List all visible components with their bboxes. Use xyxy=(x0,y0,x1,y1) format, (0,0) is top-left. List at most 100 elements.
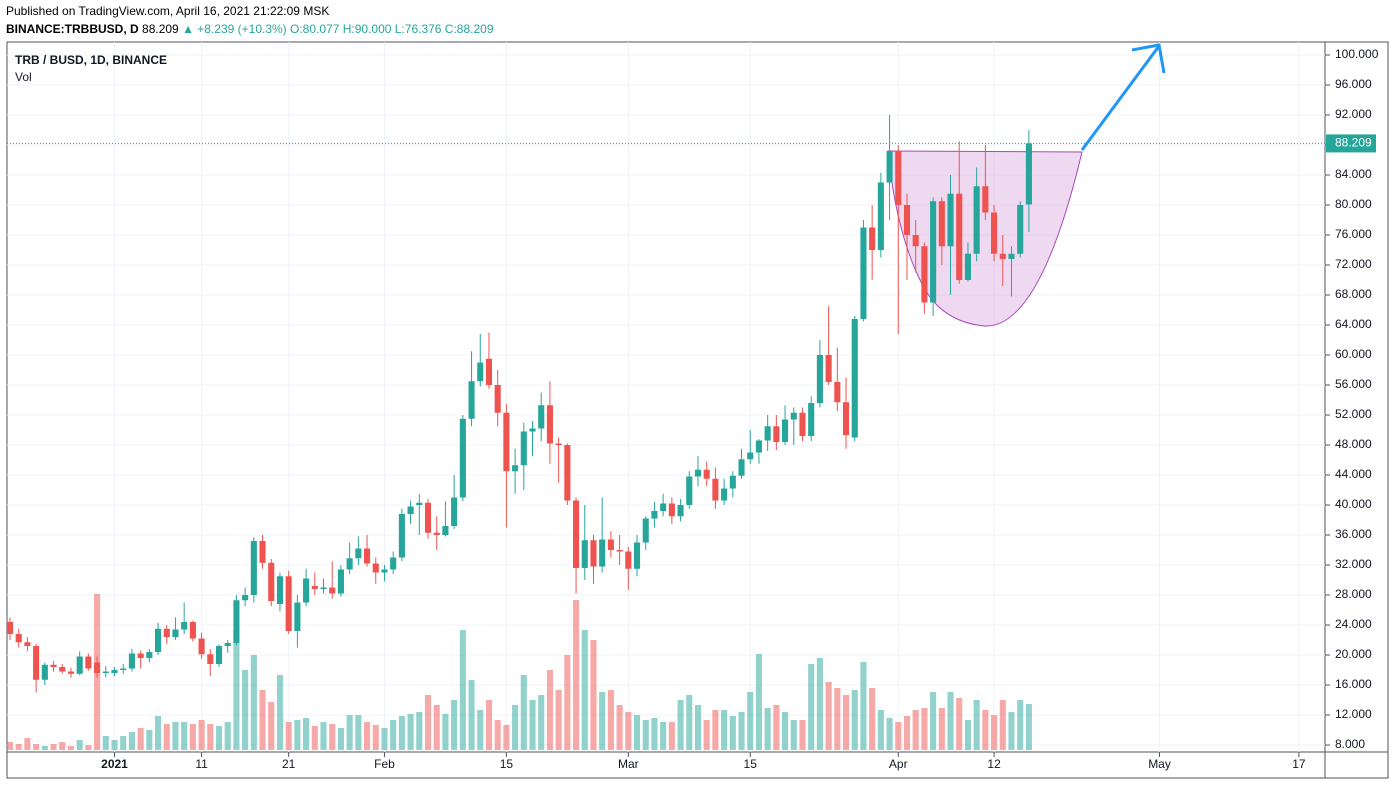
candle-body xyxy=(329,587,336,594)
volume-bar xyxy=(189,724,196,750)
volume-bar xyxy=(76,740,83,750)
candle-body xyxy=(512,465,519,472)
volume-bar xyxy=(442,714,449,750)
volume-bar xyxy=(111,740,118,750)
volume-bar xyxy=(520,675,527,750)
volume-bar xyxy=(433,705,440,750)
y-tick-label: 60.000 xyxy=(1335,347,1372,361)
candle-body xyxy=(773,426,780,443)
candle-body xyxy=(555,443,562,446)
candle-body xyxy=(599,539,606,567)
x-tick-label: Apr xyxy=(889,757,908,771)
candle-body xyxy=(250,541,257,596)
volume-bar xyxy=(782,712,789,750)
candle-body xyxy=(842,402,850,436)
volume-bar xyxy=(895,722,902,750)
volume-bar xyxy=(912,710,919,750)
candle-body xyxy=(146,652,153,659)
candle-body xyxy=(416,502,423,506)
candle-body xyxy=(738,459,745,476)
cup-pattern xyxy=(887,150,1083,327)
candle-body xyxy=(660,503,667,512)
candle-body xyxy=(242,595,249,601)
volume-bar xyxy=(581,630,588,750)
volume-bar xyxy=(50,744,57,750)
candle-body xyxy=(381,569,388,573)
candle-body xyxy=(1017,204,1024,254)
x-tick-label: 2021 xyxy=(101,757,128,771)
volume-bar xyxy=(329,724,336,750)
axes: 8.000 12.000 16.000 20.000 24.000 28.000 32.00… xyxy=(7,47,1379,771)
candle-body xyxy=(207,654,214,665)
volume-bar xyxy=(938,708,945,750)
volume-bar xyxy=(686,695,693,750)
candle-body xyxy=(964,253,971,280)
volume-bar xyxy=(869,688,876,750)
volume-bar xyxy=(285,722,292,750)
volume-bar xyxy=(651,718,658,750)
volume-bar xyxy=(311,726,318,750)
volume-bar xyxy=(755,654,762,750)
volume-bar xyxy=(599,692,606,750)
candle-body xyxy=(895,150,902,205)
volume-bar xyxy=(224,722,231,750)
y-tick-label: 72.000 xyxy=(1335,257,1372,271)
volume-bar xyxy=(790,720,797,750)
candle-body xyxy=(268,562,275,602)
candle-body xyxy=(991,212,998,254)
candle-body xyxy=(181,622,188,630)
candle-body xyxy=(938,201,945,247)
candle-body xyxy=(41,664,48,680)
x-tick-label: May xyxy=(1148,757,1171,771)
candle-body xyxy=(128,653,135,669)
volume-bar xyxy=(947,692,954,750)
volume-bar xyxy=(337,728,344,750)
volume-bar xyxy=(886,718,893,750)
volume-bar xyxy=(477,710,484,750)
grid xyxy=(7,42,1325,752)
candle-body xyxy=(76,656,83,674)
candle-body xyxy=(468,381,475,419)
candle-body xyxy=(755,440,762,453)
candle-body xyxy=(790,412,797,420)
y-tick-label: 68.000 xyxy=(1335,287,1372,301)
volume-bar xyxy=(59,742,66,750)
candle-body xyxy=(442,526,449,536)
volume-bar xyxy=(459,630,466,750)
volume-bar xyxy=(154,716,162,750)
volume-bar xyxy=(85,745,92,750)
volume-bar xyxy=(7,742,14,750)
candle-body xyxy=(607,539,614,551)
candle-body xyxy=(808,403,815,437)
candle-body xyxy=(137,653,144,659)
y-tick-label: 64.000 xyxy=(1335,317,1372,331)
volume-bar xyxy=(973,700,980,750)
volume-bar xyxy=(1017,700,1024,750)
candle-body xyxy=(337,569,344,594)
volume-bar xyxy=(564,655,571,750)
candle-body xyxy=(747,452,754,460)
candle-body xyxy=(233,600,240,644)
volume-bar xyxy=(128,732,135,750)
candle-body xyxy=(163,628,170,638)
published-note: Published on TradingView.com, April 16, … xyxy=(6,4,330,18)
candle-body xyxy=(451,497,458,527)
volume-bar xyxy=(903,716,911,750)
y-tick-label: 24.000 xyxy=(1335,617,1372,631)
volume-legend: Vol xyxy=(15,70,32,84)
volume-bar xyxy=(633,715,641,750)
candle-body xyxy=(276,576,284,605)
volume-bar xyxy=(956,698,963,750)
candle-body xyxy=(94,662,101,674)
volume-bar xyxy=(860,662,867,750)
volume-bar xyxy=(424,695,432,750)
candle-body xyxy=(538,405,545,429)
volume-bar xyxy=(320,722,327,750)
volume-bar xyxy=(242,670,249,750)
symbol-line: BINANCE:TRBBUSD, D 88.209 ▲ +8.239 (+10.… xyxy=(6,22,494,36)
y-tick-label: 52.000 xyxy=(1335,407,1372,421)
chart-title: TRB / BUSD, 1D, BINANCE xyxy=(15,53,167,67)
volume-bar xyxy=(364,722,371,750)
volume-bar xyxy=(494,720,501,750)
